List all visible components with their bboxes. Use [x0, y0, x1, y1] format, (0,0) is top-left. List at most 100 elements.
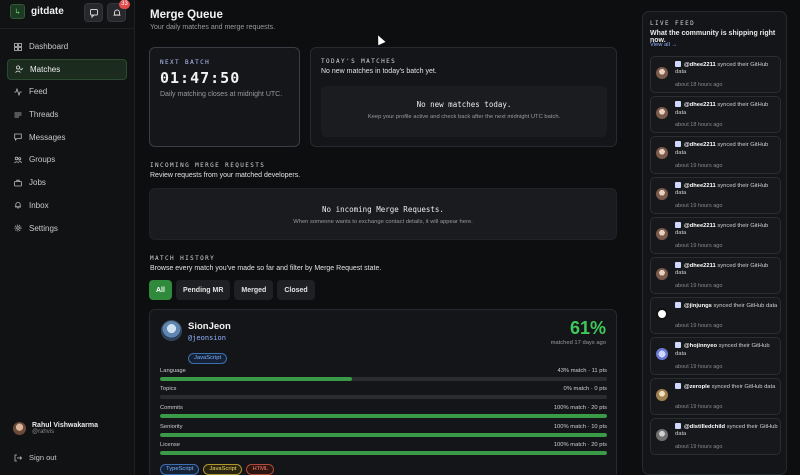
message-icon — [14, 133, 22, 142]
feed-item-time: about 19 hours ago — [675, 283, 723, 290]
feed-item[interactable]: @distilledchild synced their GitHub data… — [650, 417, 781, 455]
metric-bar — [160, 451, 607, 455]
feed-item-user[interactable]: @dhee2211 — [684, 142, 716, 149]
sidebar-item-inbox[interactable]: Inbox — [7, 195, 127, 216]
feed-item-text: @dhee2211 synced their GitHub data — [675, 61, 778, 77]
next-batch-label: NEXT BATCH — [160, 59, 211, 66]
sidebar-item-matches[interactable]: Matches — [7, 58, 127, 80]
chat-button[interactable] — [84, 3, 103, 22]
metric-bar-fill — [160, 414, 607, 418]
feed-item-time: about 19 hours ago — [675, 202, 723, 209]
avatar — [656, 428, 668, 441]
sidebar-item-label: Feed — [29, 87, 48, 97]
todays-matches-subtitle: No new matches in today's batch yet. — [321, 68, 437, 75]
filter-all[interactable]: All — [149, 280, 172, 300]
metric-value: 100% match · 20 pts — [553, 442, 607, 448]
metric-label: Language — [160, 368, 186, 374]
feed-item[interactable]: @zerople synced their GitHub data about 1… — [650, 377, 781, 415]
filter-merged[interactable]: Merged — [234, 280, 274, 300]
feed-item-time: about 19 hours ago — [675, 403, 723, 410]
github-icon — [675, 181, 681, 188]
feed-item-action: synced their GitHub data — [675, 423, 778, 438]
feed-item-user[interactable]: @hojinnyeo — [684, 343, 718, 350]
feed-item-action: synced their GitHub data — [709, 383, 776, 390]
feed-item[interactable]: @dhee2211 synced their GitHub data about … — [650, 136, 781, 174]
tag-html: HTML — [246, 464, 275, 475]
sidebar: ↳ gitdate 33 Dashboard Matches Feed Thre… — [0, 0, 135, 475]
feed-item-user[interactable]: @zerople — [684, 383, 710, 390]
sidebar-item-threads[interactable]: Threads — [7, 104, 127, 125]
feed-item-action: synced their GitHub data — [675, 102, 769, 116]
gear-icon — [14, 224, 22, 232]
live-feed-label: LIVE FEED — [650, 20, 696, 27]
feed-item-user[interactable]: @distilledchild — [684, 423, 726, 430]
github-icon — [675, 302, 681, 309]
sign-out-icon — [14, 454, 22, 461]
sidebar-item-label: Settings — [29, 223, 58, 233]
view-all-link[interactable]: View all → — [650, 42, 678, 48]
feed-item-text: @jinjungs synced their GitHub data — [675, 302, 778, 310]
feed-item-user[interactable]: @dhee2211 — [684, 182, 716, 189]
metric-language: Language 43% match · 11 pts — [160, 368, 607, 381]
filter-closed[interactable]: Closed — [277, 280, 315, 300]
tag-typescript: TypeScript — [160, 464, 200, 475]
github-icon — [675, 261, 681, 268]
feed-item[interactable]: @dhee2211 synced their GitHub data about … — [650, 216, 781, 255]
metric-bar — [160, 377, 607, 381]
sidebar-item-jobs[interactable]: Jobs — [7, 172, 127, 193]
bell-icon — [113, 9, 120, 16]
feed-item[interactable]: @hojinnyeo synced their GitHub data about… — [650, 337, 781, 375]
github-icon — [675, 101, 681, 108]
feed-item-user[interactable]: @dhee2211 — [684, 262, 716, 269]
live-feed-panel: LIVE FEED What the community is shipping… — [642, 11, 787, 475]
user-profile[interactable]: Rahul Vishwakarma @rahvis — [13, 422, 98, 435]
avatar — [656, 67, 668, 79]
feed-item[interactable]: @dhee2211 synced their GitHub data about … — [650, 96, 781, 134]
sidebar-divider — [0, 28, 135, 29]
filter-pending-mr[interactable]: Pending MR — [175, 280, 231, 300]
feed-item-user[interactable]: @dhee2211 — [684, 222, 716, 229]
sidebar-nav: Dashboard Matches Feed Threads Messages … — [7, 36, 127, 240]
brand[interactable]: ↳ gitdate — [10, 4, 64, 19]
empty-state-title: No new matches today. — [416, 100, 512, 109]
sidebar-item-label: Groups — [29, 155, 56, 165]
grid-icon — [14, 42, 22, 51]
notifications-button[interactable]: 33 — [107, 0, 130, 22]
feed-item-user[interactable]: @dhee2211 — [684, 102, 716, 109]
feed-item[interactable]: @jinjungs synced their GitHub data about … — [650, 297, 781, 335]
sidebar-item-feed[interactable]: Feed — [7, 81, 127, 102]
user-check-icon — [15, 65, 23, 73]
sidebar-item-label: Threads — [29, 110, 59, 120]
metric-commits: Commits 100% match · 20 pts — [160, 405, 607, 418]
metric-label: License — [160, 442, 180, 448]
sidebar-item-groups[interactable]: Groups — [7, 149, 127, 170]
metric-value: 0% match · 0 pts — [563, 386, 608, 392]
feed-item-action: synced their GitHub data — [675, 182, 769, 196]
metric-bar-fill — [160, 433, 607, 437]
todays-matches-empty-state: No new matches today. Keep your profile … — [321, 86, 607, 137]
bell-icon — [15, 202, 21, 209]
metric-bar-fill — [160, 377, 353, 381]
user-name: Rahul Vishwakarma — [32, 422, 99, 429]
metric-license: License 100% match · 20 pts — [160, 442, 607, 455]
metric-bar — [160, 414, 607, 418]
sign-out-button[interactable]: Sign out — [14, 453, 57, 462]
feed-item-time: about 19 hours ago — [675, 443, 723, 450]
match-card[interactable]: SionJeon @jeonsion JavaScript 61% matche… — [149, 309, 617, 475]
chat-icon — [89, 8, 98, 18]
feed-item[interactable]: @dhee2211 synced their GitHub data about … — [650, 256, 781, 295]
sidebar-item-label: Jobs — [29, 178, 46, 188]
briefcase-icon — [14, 179, 22, 187]
feed-item-text: @zerople synced their GitHub data — [675, 382, 778, 391]
sidebar-item-label: Matches — [30, 64, 61, 74]
feed-item-time: about 19 hours ago — [675, 363, 723, 370]
sidebar-item-settings[interactable]: Settings — [7, 218, 127, 239]
feed-item[interactable]: @dhee2211 synced their GitHub data about … — [650, 56, 781, 94]
sidebar-item-dashboard[interactable]: Dashboard — [7, 36, 127, 57]
feed-item-text: @dhee2211 synced their GitHub data — [675, 221, 778, 238]
feed-item[interactable]: @dhee2211 synced their GitHub data about … — [650, 176, 781, 214]
feed-item-user[interactable]: @dhee2211 — [684, 62, 716, 68]
sidebar-item-messages[interactable]: Messages — [7, 127, 127, 148]
match-handle[interactable]: @jeonsion — [188, 334, 226, 342]
feed-item-user[interactable]: @jinjungs — [684, 303, 712, 310]
